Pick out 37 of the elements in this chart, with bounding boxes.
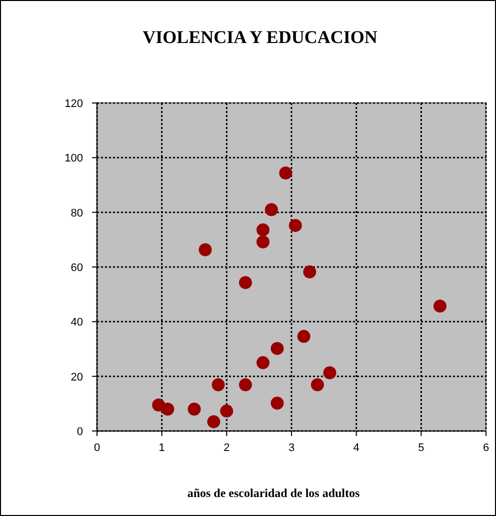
y-tick-label: 80	[70, 207, 83, 220]
point	[310, 378, 324, 392]
y-tick-label: 40	[70, 316, 83, 329]
point	[264, 203, 278, 216]
y-tick-label: 60	[70, 262, 83, 274]
point	[297, 330, 310, 343]
x-tick-label: 4	[353, 442, 360, 454]
x-axis-title: años de escolaridad de los adultos	[187, 486, 360, 500]
point	[256, 356, 270, 370]
point	[279, 166, 292, 180]
point	[256, 223, 270, 236]
y-tick-label: 0	[76, 426, 83, 438]
x-tick-label: 6	[482, 442, 490, 454]
y-tick-label: 100	[64, 152, 83, 165]
x-tick-label: 5	[418, 442, 424, 454]
point	[288, 218, 302, 232]
y-tick-label: 120	[64, 98, 83, 110]
x-tick-label: 2	[224, 442, 230, 454]
point	[220, 404, 234, 418]
point	[198, 243, 212, 256]
point	[270, 342, 284, 355]
x-tick-label: 0	[94, 442, 100, 454]
point	[238, 276, 252, 290]
point	[188, 402, 201, 416]
point	[433, 300, 446, 313]
point	[238, 378, 252, 392]
point	[270, 396, 284, 410]
point	[256, 235, 270, 248]
point	[207, 415, 220, 428]
point	[212, 378, 225, 392]
x-tick-label: 3	[288, 442, 295, 454]
chart-title: VIOLENCIA Y EDUCACION	[142, 27, 378, 47]
point	[303, 265, 316, 278]
x-tick-label: 1	[158, 442, 165, 454]
point	[161, 402, 174, 416]
point	[323, 366, 336, 380]
y-tick-label: 20	[70, 371, 83, 384]
